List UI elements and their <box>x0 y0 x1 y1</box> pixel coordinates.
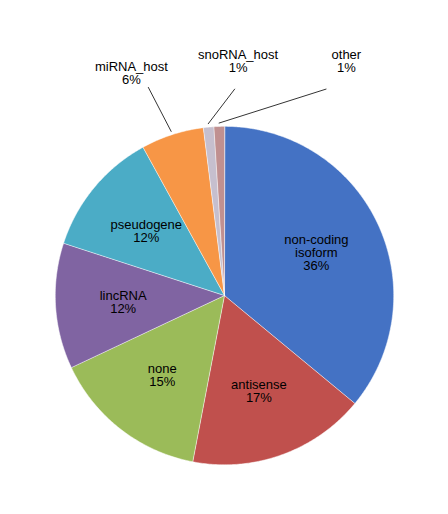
svg-text:none15%: none15% <box>148 361 177 389</box>
svg-text:other1%: other1% <box>332 47 362 75</box>
svg-text:non-codingisoform36%: non-codingisoform36% <box>284 232 348 273</box>
svg-text:pseudogene12%: pseudogene12% <box>110 217 182 245</box>
svg-text:antisense17%: antisense17% <box>231 377 287 405</box>
svg-text:miRNA_host6%: miRNA_host6% <box>95 59 168 87</box>
svg-text:lincRNA12%: lincRNA12% <box>100 288 147 316</box>
svg-text:snoRNA_host1%: snoRNA_host1% <box>198 47 279 75</box>
